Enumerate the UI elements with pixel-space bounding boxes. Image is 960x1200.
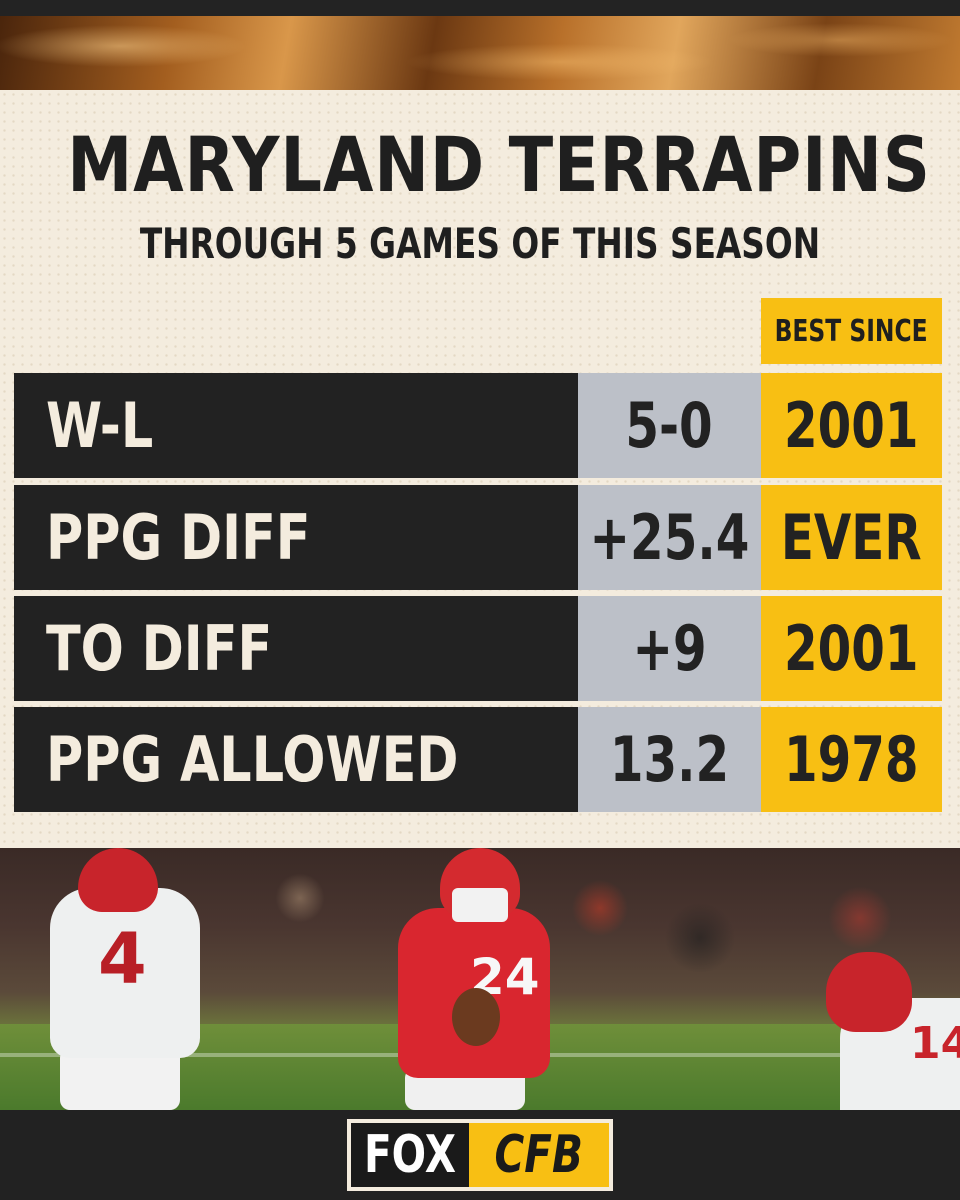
best-since-label: BEST SINCE [774, 313, 929, 349]
stat-value: +9 [632, 612, 707, 685]
logo-cfb-text: CFB [494, 1125, 584, 1185]
best-since-header: BEST SINCE [761, 298, 942, 364]
stat-label-cell: TO DIFF [14, 596, 578, 701]
stat-value: 13.2 [609, 723, 730, 796]
stat-row-to-diff: TO DIFF +9 2001 [14, 596, 942, 701]
best-since-cell: 2001 [761, 373, 942, 478]
logo-cfb-block: CFB [469, 1123, 609, 1187]
ball-carrier-facemask [452, 888, 508, 922]
defender-left-number: 4 [98, 918, 147, 1000]
stat-label: PPG ALLOWED [46, 723, 459, 796]
best-since-value: EVER [781, 501, 922, 574]
defender-right-helmet [826, 952, 912, 1032]
stat-row-w-l: W-L 5-0 2001 [14, 373, 942, 478]
stat-value: 5-0 [625, 389, 714, 462]
stat-label-cell: PPG ALLOWED [14, 707, 578, 812]
best-since-value: 2001 [784, 612, 919, 685]
stat-label-cell: PPG DIFF [14, 485, 578, 590]
page-subtitle: THROUGH 5 GAMES OF THIS SEASON [139, 219, 821, 268]
defender-right-number: 14 [910, 1018, 960, 1069]
fox-cfb-logo: FOX CFB [347, 1119, 613, 1191]
stat-value-cell: +9 [578, 596, 761, 701]
stat-row-ppg-allowed: PPG ALLOWED 13.2 1978 [14, 707, 942, 812]
best-since-cell: EVER [761, 485, 942, 590]
stat-label-cell: W-L [14, 373, 578, 478]
best-since-value: 1978 [784, 723, 919, 796]
best-since-cell: 2001 [761, 596, 942, 701]
defender-left-legs [60, 1048, 180, 1110]
game-action-photo: 4 24 14 [0, 848, 960, 1110]
stat-value-cell: +25.4 [578, 485, 761, 590]
stat-value-cell: 5-0 [578, 373, 761, 478]
logo-fox-text: FOX [363, 1125, 457, 1185]
page-title: MARYLAND TERRAPINS [67, 120, 931, 209]
stat-label: W-L [46, 389, 154, 462]
football [452, 988, 500, 1046]
defender-left-jersey [50, 888, 200, 1058]
stat-label: PPG DIFF [46, 501, 311, 574]
best-since-cell: 1978 [761, 707, 942, 812]
top-bar [0, 0, 960, 16]
stat-value-cell: 13.2 [578, 707, 761, 812]
stat-row-ppg-diff: PPG DIFF +25.4 EVER [14, 485, 942, 590]
best-since-value: 2001 [784, 389, 919, 462]
logo-fox-block: FOX [351, 1123, 469, 1187]
stat-label: TO DIFF [46, 612, 273, 685]
gold-texture-banner [0, 16, 960, 90]
defender-left-helmet [78, 848, 158, 912]
stat-value: +25.4 [589, 501, 750, 574]
